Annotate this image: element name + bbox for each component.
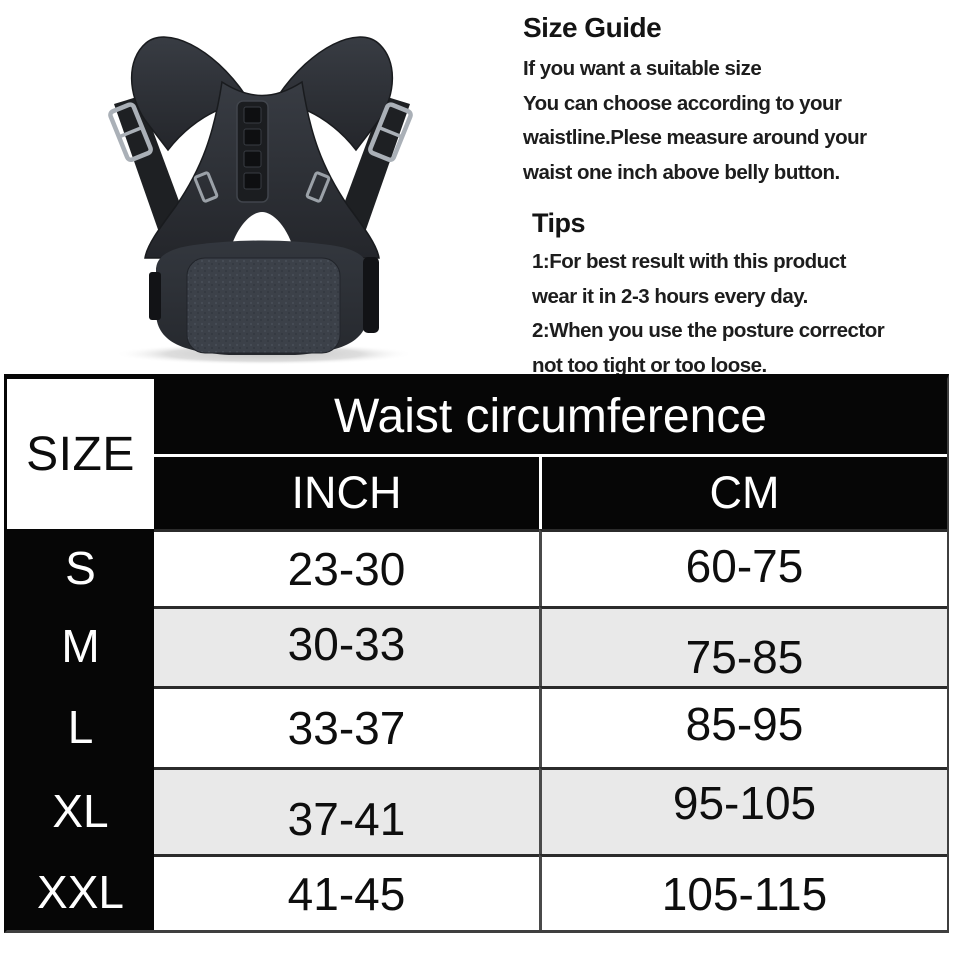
belt-side-tab-left (149, 272, 161, 320)
inch-value-m: 30-33 (154, 606, 539, 686)
size-label-s: S (7, 529, 154, 606)
size-column-header: SIZE (7, 379, 154, 529)
strap-slider-right-icon (305, 171, 331, 203)
size-guide-title: Size Guide (523, 12, 662, 43)
inch-value-xl: 37-41 (154, 767, 539, 854)
tips-title: Tips (532, 208, 586, 238)
stitch-segment (243, 150, 262, 168)
cm-value-m: 75-85 (539, 606, 947, 686)
size-label-l: L (7, 686, 154, 767)
stitch-segment (243, 172, 262, 190)
cm-value-s: 60-75 (539, 529, 947, 606)
stitch-segment (243, 128, 262, 146)
tips-line: wear it in 2-3 hours every day. (532, 284, 808, 308)
size-guide-line: waist one inch above belly button. (523, 160, 840, 184)
size-label-xl: XL (7, 767, 154, 854)
buckle-right-icon (368, 102, 413, 163)
cm-value-xxl: 105-115 (539, 854, 947, 930)
belt-side-tab-right (363, 257, 379, 333)
velcro-panel (186, 257, 341, 354)
buckle-left-icon (108, 102, 153, 163)
cm-column-header: CM (539, 457, 947, 529)
stitch-segment (243, 106, 262, 124)
size-guide-text: If you want a suitable size You can choo… (523, 52, 943, 190)
shoulder-pad-right (274, 36, 394, 152)
cm-value-l: 85-95 (539, 686, 947, 767)
cm-value-xl: 95-105 (539, 767, 947, 854)
strap-slider-left-icon (193, 171, 219, 203)
size-guide-line: You can choose according to your (523, 91, 842, 115)
shoulder-pad-left (130, 36, 250, 152)
size-chart-table: SIZE Waist circumference INCH CM S 23-30… (4, 374, 949, 933)
size-label-xxl: XXL (7, 854, 154, 930)
inch-value-s: 23-30 (154, 529, 539, 606)
posture-corrector-illustration (108, 36, 414, 365)
inch-column-header: INCH (154, 457, 539, 529)
inch-value-l: 33-37 (154, 686, 539, 767)
tips-line: 1:For best result with this product (532, 250, 846, 273)
tips-section: Tips 1:For best result with this product… (532, 208, 952, 383)
size-guide-section: Size Guide If you want a suitable size Y… (523, 12, 943, 190)
inch-value-xxl: 41-45 (154, 854, 539, 930)
tips-text: 1:For best result with this product wear… (532, 245, 952, 383)
size-guide-line: If you want a suitable size (523, 57, 762, 80)
waist-circumference-header: Waist circumference (154, 379, 947, 457)
tips-line: not too tight or too loose. (532, 353, 767, 377)
product-photo (60, 0, 480, 372)
size-label-m: M (7, 606, 154, 686)
size-guide-line: waistline.Plese measure around your (523, 126, 867, 149)
tips-line: 2:When you use the posture corrector (532, 319, 885, 342)
